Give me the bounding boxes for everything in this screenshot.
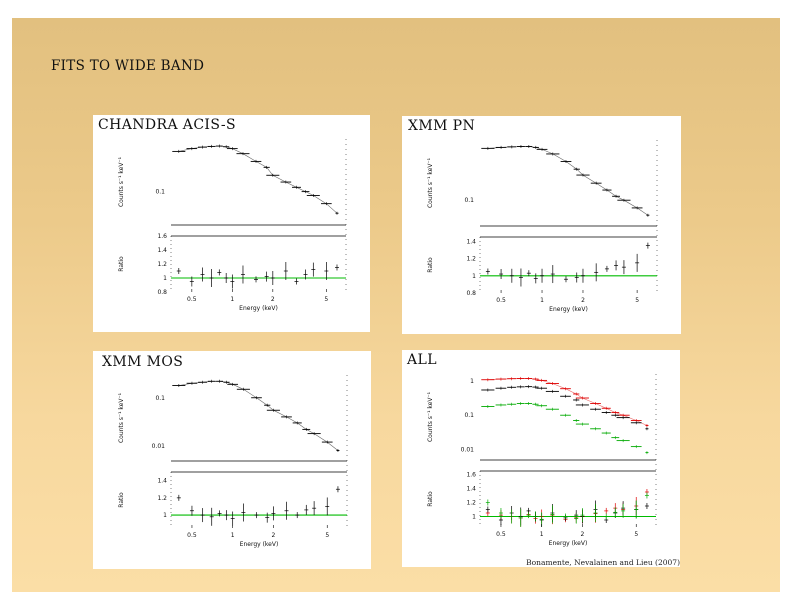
ratio-y-axis-label: Ratio	[427, 491, 434, 507]
top-y-axis-label: Counts s⁻¹ keV⁻¹	[118, 156, 125, 207]
chart-svg: 0.5 1 2 5 Energy (keV) 0.1 1.6 1.4 1.2 1 0.8 Counts…	[118, 139, 347, 312]
chart-svg: 0.5 1 2 5 Energy (keV) 0.1 1.4 1.2 1 0.8 Counts s⁻…	[427, 140, 658, 313]
panel-label: ALL	[407, 352, 437, 368]
x-tick-label: 0.5	[187, 296, 197, 303]
x-tick-label: 2	[581, 297, 585, 304]
top-y-tick-label: 0.1	[464, 197, 474, 204]
model-curve	[178, 381, 339, 451]
model-curve	[178, 145, 338, 214]
x-tick-label: 2	[271, 296, 275, 303]
panel-label: CHANDRA ACIS-S	[98, 117, 236, 133]
x-tick-label: 5	[634, 531, 638, 538]
ratio-y-tick-label: 0.8	[466, 290, 476, 297]
panel-label: XMM MOS	[102, 354, 184, 370]
chart-panel-xmm-pn: 0.5 1 2 5 Energy (keV) 0.1 1.4 1.2 1 0.8 Counts s⁻…	[402, 116, 681, 334]
x-tick-label: 1	[540, 297, 544, 304]
x-axis-label: Energy (keV)	[240, 541, 279, 548]
slide: FITS TO WIDE BAND 0.5 1 2 5 Energy (keV) 0.1 1…	[12, 18, 780, 592]
ratio-y-tick-label: 1.2	[157, 495, 167, 502]
ratio-y-tick-label: 1.6	[466, 472, 476, 479]
top-y-tick-label: 1	[470, 378, 474, 385]
model-curve	[487, 146, 649, 216]
x-tick-label: 2	[271, 532, 275, 539]
x-tick-label: 1	[230, 296, 234, 303]
x-tick-label: 2	[580, 531, 584, 538]
x-tick-label: 1	[540, 531, 544, 538]
slide-title: FITS TO WIDE BAND	[51, 58, 205, 74]
chart-panel-xmm-mos: 0.5 1 2 5 Energy (keV) 0.1 0.01 1.4 1.2 1 Counts s…	[93, 351, 371, 569]
ratio-y-tick-label: 1.6	[157, 233, 167, 240]
chart-svg: 0.5 1 2 5 Energy (keV) 0.1 0.01 1.4 1.2 1 Counts s…	[118, 375, 348, 548]
ratio-y-axis-label: Ratio	[118, 256, 125, 272]
panel-label: XMM PN	[408, 118, 476, 134]
ratio-y-tick-label: 0.8	[157, 289, 167, 296]
ratio-y-tick-label: 1.4	[157, 247, 167, 254]
chart-panel-chandra: 0.5 1 2 5 Energy (keV) 0.1 1.6 1.4 1.2 1 0.8 Counts…	[93, 115, 370, 332]
top-y-axis-label: Counts s⁻¹ keV⁻¹	[118, 392, 125, 443]
top-y-tick-label: 0.1	[464, 412, 474, 419]
x-tick-label: 5	[325, 532, 329, 539]
model-curve	[487, 378, 648, 426]
ratio-y-tick-label: 1	[472, 514, 476, 521]
top-y-axis-label: Counts s⁻¹ keV⁻¹	[427, 157, 434, 208]
x-tick-label: 5	[635, 297, 639, 304]
x-tick-label: 0.5	[496, 531, 506, 538]
ratio-y-tick-label: 1.2	[466, 500, 476, 507]
ratio-y-tick-label: 1	[163, 512, 167, 519]
ratio-y-tick-label: 1.4	[466, 486, 476, 493]
x-tick-label: 5	[324, 296, 328, 303]
chart-svg: 0.5 1 2 5 Energy (keV) 1 0.1 0.01 1.6 1.4 1.2 1 Coun…	[427, 374, 657, 547]
top-y-tick-label: 0.1	[155, 395, 165, 402]
x-axis-label: Energy (keV)	[549, 306, 588, 313]
x-axis-label: Energy (keV)	[239, 305, 278, 312]
top-y-tick-label: 0.1	[155, 189, 165, 196]
ratio-y-tick-label: 1	[163, 275, 167, 282]
citation: Bonamente, Nevalainen and Lieu (2007)	[526, 558, 680, 567]
top-y-tick-label: 0.01	[152, 443, 166, 450]
x-tick-label: 0.5	[496, 297, 506, 304]
ratio-y-tick-label: 1.4	[466, 238, 476, 245]
x-tick-label: 1	[231, 532, 235, 539]
x-axis-label: Energy (keV)	[549, 540, 588, 547]
chart-panel-all: 0.5 1 2 5 Energy (keV) 1 0.1 0.01 1.6 1.4 1.2 1 Coun…	[402, 350, 680, 567]
ratio-y-tick-label: 1.2	[157, 261, 167, 268]
x-tick-label: 0.5	[187, 532, 197, 539]
top-y-tick-label: 0.01	[461, 446, 475, 453]
ratio-y-tick-label: 1.4	[157, 478, 167, 485]
ratio-y-axis-label: Ratio	[118, 492, 125, 508]
top-y-axis-label: Counts s⁻¹ keV⁻¹	[427, 391, 434, 442]
ratio-y-tick-label: 1.2	[466, 256, 476, 263]
ratio-y-axis-label: Ratio	[427, 257, 434, 273]
ratio-y-tick-label: 1	[472, 273, 476, 280]
